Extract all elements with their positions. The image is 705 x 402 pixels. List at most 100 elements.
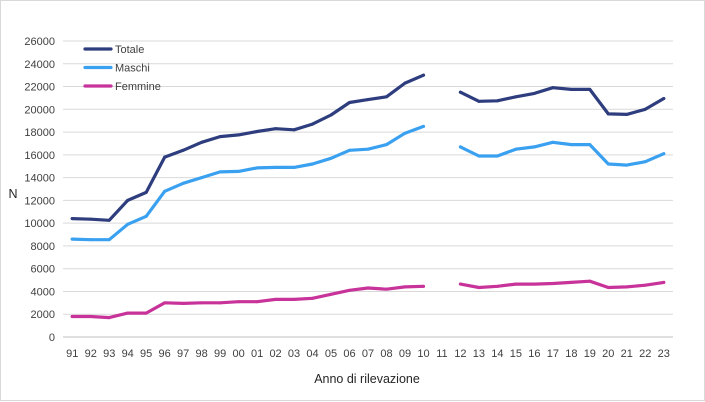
data-point bbox=[255, 300, 259, 304]
x-tick-label: 09 bbox=[399, 348, 411, 360]
data-point bbox=[348, 100, 352, 104]
x-tick-label: 11 bbox=[436, 348, 447, 360]
x-tick-label: 12 bbox=[454, 348, 466, 360]
data-point bbox=[292, 297, 296, 301]
data-point bbox=[107, 238, 111, 242]
data-point bbox=[311, 162, 315, 166]
data-point bbox=[421, 73, 425, 77]
data-point bbox=[218, 301, 222, 305]
data-point bbox=[384, 143, 388, 147]
data-point bbox=[274, 165, 278, 169]
data-point bbox=[292, 128, 296, 132]
x-tick-label: 06 bbox=[343, 348, 355, 360]
data-point bbox=[255, 130, 259, 134]
legend-label: Totale bbox=[115, 44, 144, 56]
x-tick-label: 97 bbox=[177, 348, 189, 360]
data-point bbox=[274, 127, 278, 131]
data-point bbox=[163, 189, 167, 193]
data-point bbox=[514, 147, 518, 151]
data-point bbox=[458, 282, 462, 286]
data-point bbox=[89, 238, 93, 242]
y-tick-label: 24000 bbox=[24, 59, 55, 71]
data-point bbox=[588, 279, 592, 283]
data-point bbox=[218, 135, 222, 139]
x-tick-label: 07 bbox=[362, 348, 374, 360]
y-tick-label: 6000 bbox=[31, 264, 55, 276]
data-point bbox=[403, 131, 407, 135]
data-point bbox=[495, 154, 499, 158]
data-point bbox=[477, 154, 481, 158]
data-point bbox=[126, 311, 130, 315]
data-point bbox=[200, 176, 204, 180]
x-tick-label: 98 bbox=[196, 348, 208, 360]
y-axis-label: N bbox=[8, 187, 17, 201]
data-point bbox=[329, 292, 333, 296]
data-point bbox=[643, 107, 647, 111]
data-point bbox=[70, 217, 74, 221]
data-point bbox=[126, 198, 130, 202]
data-point bbox=[384, 287, 388, 291]
legend-item: Totale bbox=[83, 44, 144, 56]
y-tick-label: 2000 bbox=[31, 309, 55, 321]
x-tick-label: 99 bbox=[214, 348, 226, 360]
data-point bbox=[606, 112, 610, 116]
x-axis-ticks: 91 92 93 94 95 96 97 98 99 00 01 02 03 04 05 06 07 08 09 10… bbox=[66, 348, 670, 360]
data-point bbox=[662, 280, 666, 284]
data-point bbox=[107, 316, 111, 320]
y-tick-label: 10000 bbox=[24, 218, 55, 230]
x-tick-label: 93 bbox=[103, 348, 115, 360]
series-totale bbox=[70, 73, 666, 222]
data-point bbox=[643, 160, 647, 164]
legend-label: Femmine bbox=[115, 81, 161, 93]
data-point bbox=[366, 147, 370, 151]
data-point bbox=[662, 96, 666, 100]
data-point bbox=[625, 285, 629, 289]
data-point bbox=[237, 300, 241, 304]
y-axis-ticks: 0 2000 4000 6000 8000 10000 12000 14000 16000 180… bbox=[24, 36, 55, 344]
data-point bbox=[421, 124, 425, 128]
data-point bbox=[200, 140, 204, 144]
data-point bbox=[532, 145, 536, 149]
data-point bbox=[311, 296, 315, 300]
x-tick-label: 21 bbox=[621, 348, 633, 360]
data-point bbox=[237, 133, 241, 137]
data-point bbox=[551, 281, 555, 285]
data-point bbox=[200, 301, 204, 305]
series-line bbox=[70, 124, 666, 242]
data-point bbox=[70, 237, 74, 241]
data-point bbox=[606, 162, 610, 166]
data-point bbox=[144, 190, 148, 194]
data-point bbox=[403, 285, 407, 289]
series-femmine bbox=[70, 279, 666, 320]
y-tick-label: 8000 bbox=[31, 241, 55, 253]
data-point bbox=[532, 91, 536, 95]
x-tick-label: 10 bbox=[417, 348, 429, 360]
series-line bbox=[70, 279, 666, 320]
data-point bbox=[329, 156, 333, 160]
data-point bbox=[384, 95, 388, 99]
data-point bbox=[163, 155, 167, 159]
data-point bbox=[643, 283, 647, 287]
x-tick-label: 96 bbox=[159, 348, 171, 360]
data-point bbox=[606, 285, 610, 289]
x-tick-label: 03 bbox=[288, 348, 300, 360]
data-point bbox=[107, 218, 111, 222]
data-point bbox=[181, 148, 185, 152]
x-tick-label: 01 bbox=[251, 348, 263, 360]
x-tick-label: 92 bbox=[85, 348, 97, 360]
x-tick-label: 91 bbox=[66, 348, 78, 360]
data-point bbox=[255, 166, 259, 170]
data-point bbox=[348, 148, 352, 152]
data-point bbox=[403, 81, 407, 85]
data-point bbox=[311, 122, 315, 126]
data-point bbox=[551, 140, 555, 144]
y-tick-label: 12000 bbox=[24, 195, 55, 207]
x-tick-label: 13 bbox=[473, 348, 485, 360]
series-lines bbox=[70, 73, 666, 320]
data-point bbox=[237, 169, 241, 173]
data-point bbox=[144, 214, 148, 218]
data-point bbox=[274, 297, 278, 301]
data-point bbox=[588, 87, 592, 91]
data-point bbox=[625, 112, 629, 116]
